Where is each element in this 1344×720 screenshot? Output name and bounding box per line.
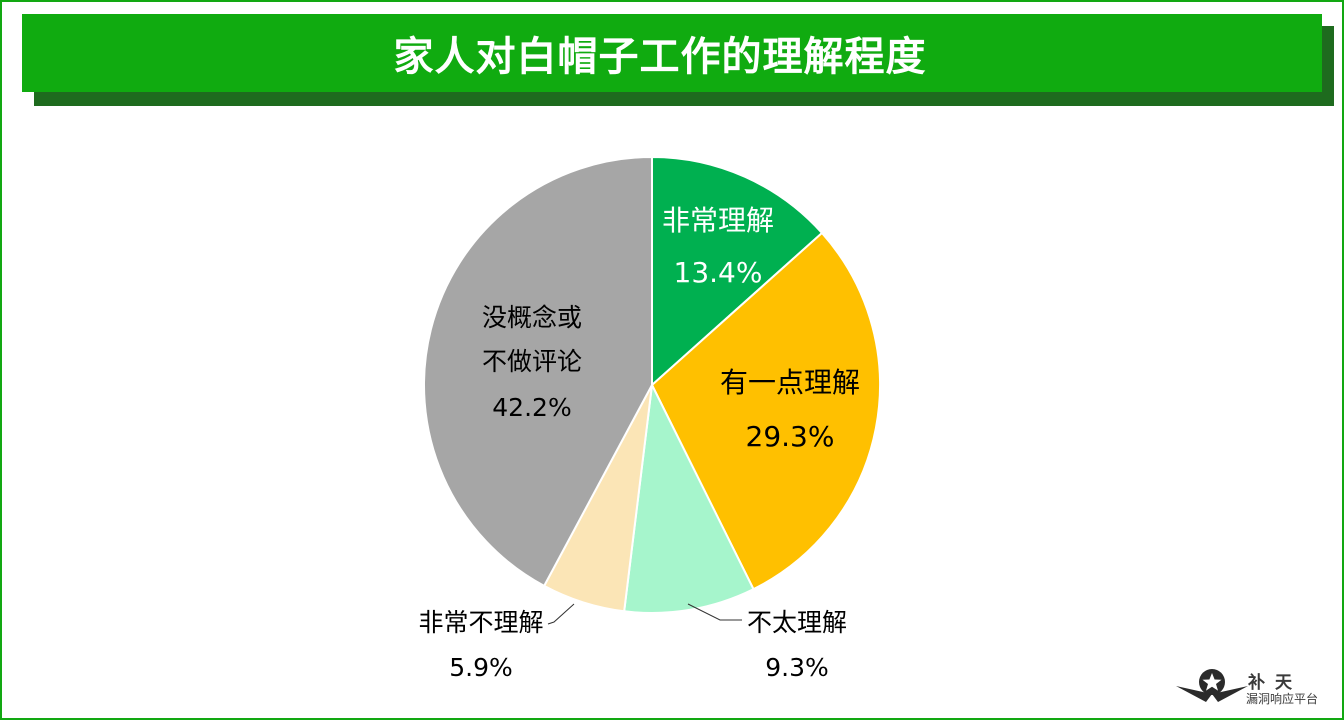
pie-slices [423,155,881,614]
slice-very-understand [651,155,824,388]
slice-label-not-understand: 不太理解 [747,608,847,637]
butian-logo-icon [1176,669,1248,702]
slice-label-somewhat-understand: 有一点理解 [720,366,860,399]
title-banner: 家人对白帽子工作的理解程度 [22,14,1322,92]
watermark-brand: 补天 [1248,673,1302,693]
leader-line-very-not-understand [547,603,575,625]
slice-value-very-not-understand: 5.9% [449,653,513,682]
slice-label-no-concept-line1: 没概念或 [482,303,582,332]
chart-title: 家人对白帽子工作的理解程度 [393,34,927,80]
slice-value-not-understand: 9.3% [765,653,829,682]
slice-label-very-understand: 非常理解 [662,204,774,237]
slice-label-no-concept-line2: 不做评论 [482,347,582,376]
leader-lines [547,603,742,625]
leader-line-not-understand [687,603,742,621]
slice-value-somewhat-understand: 29.3% [746,420,835,453]
slice-somewhat-understand [650,231,881,591]
slice-no-concept [423,155,653,588]
slice-value-very-understand: 13.4% [674,256,763,289]
slice-not-understand [623,381,755,614]
slice-label-very-not-understand: 非常不理解 [418,608,543,637]
watermark-subtitle: 漏洞响应平台 [1246,692,1319,706]
slice-value-no-concept: 42.2% [492,393,571,422]
